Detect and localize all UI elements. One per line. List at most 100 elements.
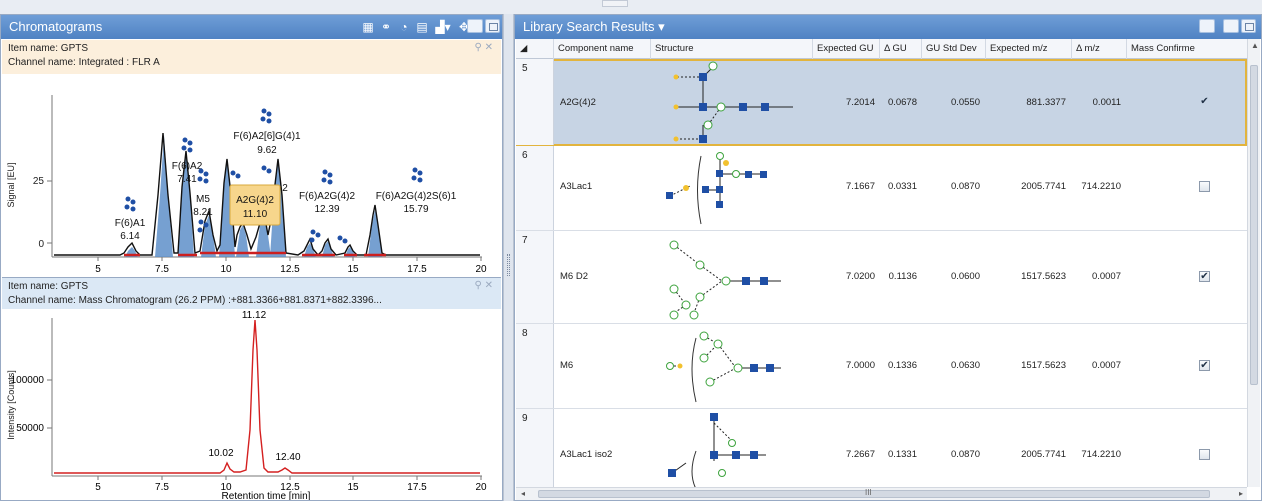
table-row[interactable]: 5 A2G(4)2 7.2014 0.0678 0.0550 881.3377 … [516, 59, 1247, 146]
peak-highlight-box[interactable] [229, 184, 281, 226]
bottom-xticks: 5 7.5 10 12.5 15 17.5 20 [95, 476, 487, 493]
mass-trace [54, 319, 480, 474]
bottom-item-name: Item name: GPTS [8, 281, 89, 292]
expected-gu: 7.0200 [845, 271, 875, 282]
pin-icon[interactable]: ⚲ ✕ [474, 280, 493, 291]
vertical-scroll-thumb[interactable] [1250, 65, 1258, 385]
table-row[interactable]: 9 A3Lac1 iso2 7.2667 0.1331 0.0870 2005.… [516, 409, 1247, 487]
column-header[interactable]: Δ GU [880, 39, 922, 59]
column-header[interactable]: Component name [554, 39, 651, 59]
mass-confirmed-checkbox[interactable] [1199, 181, 1210, 192]
glycan-icon [321, 169, 333, 185]
column-header[interactable]: GU Std Dev [922, 39, 986, 59]
flr-trace-fill [125, 135, 382, 257]
top-peak-annotations: F(6)A1 6.14 F(6)A2 7.41 M5 8.21 F(6)A2[6… [115, 108, 457, 244]
row-number: 8 [516, 324, 554, 408]
library-search-title[interactable]: Library Search Results ▾ [515, 15, 1261, 39]
column-header[interactable]: Expected m/z [986, 39, 1072, 59]
expected-mz: 1517.5623 [1021, 360, 1066, 371]
flr-chromatogram[interactable]: Signal [EU] 25 0 5 7.5 10 12.5 15 17.5 2… [2, 75, 502, 275]
row-number: 5 [516, 59, 554, 145]
mass-confirmed-checkbox[interactable]: ✔ [1199, 360, 1210, 371]
zoom-icon[interactable]: ▦ [362, 20, 374, 34]
delta-mz: 0.0007 [1091, 360, 1121, 371]
bottom-xtick-label: 17.5 [407, 482, 427, 493]
component-name: A2G(4)2 [560, 97, 596, 108]
panel-splitter[interactable] [503, 14, 514, 501]
glycan-icon [309, 229, 348, 244]
column-header[interactable]: Structure [651, 39, 813, 59]
top-ylabel: Signal [EU] [6, 162, 16, 207]
bottom-xtick-label: 12.5 [280, 482, 300, 493]
component-name: A3Lac1 iso2 [560, 449, 613, 460]
table-row[interactable]: 7 M6 D2 7.0200 0.1136 0.0600 1517.5623 0… [516, 231, 1247, 324]
component-name: M6 D2 [560, 271, 588, 282]
library-search-panel: Library Search Results ▾ ◢ Component nam… [514, 14, 1262, 501]
scroll-right-icon[interactable]: ▸ [1238, 489, 1243, 498]
column-header[interactable]: Δ m/z [1072, 39, 1127, 59]
table-icon[interactable]: ▤ [416, 20, 428, 34]
gu-std-dev: 0.0870 [950, 449, 980, 460]
maximize-button[interactable] [485, 19, 500, 33]
mass-confirmed-checkbox[interactable]: ✔ [1200, 96, 1209, 107]
glycan-structure [666, 331, 781, 403]
gu-std-dev: 0.0600 [950, 271, 980, 282]
link-icon[interactable]: ⚭ [380, 20, 392, 34]
horizontal-scroll-thumb[interactable]: III [538, 488, 1210, 498]
scroll-left-icon[interactable]: ◂ [521, 489, 526, 498]
chart-icon[interactable]: ▟▾ [435, 20, 451, 34]
gu-std-dev: 0.0870 [950, 181, 980, 192]
mass-chromatogram[interactable]: Intensity [Counts] 100000 50000 5 7.5 10… [2, 310, 502, 500]
panel-title-text[interactable]: Library Search Results ▾ [523, 19, 665, 34]
delta-gu: 0.1336 [887, 360, 917, 371]
vertical-scrollbar[interactable]: ▲ [1247, 39, 1260, 487]
bottom-xtick-label: 15 [347, 482, 359, 493]
chromatograms-panel: Chromatograms ▦ ⚭ ◔ ▤ ▟▾ ✥ Item name: GP… [0, 14, 503, 501]
expected-mz: 2005.7741 [1021, 181, 1066, 192]
mass-confirmed-checkbox[interactable] [1199, 449, 1210, 460]
peak-label-rt: 6.14 [120, 231, 140, 242]
column-header[interactable]: Mass Confirme [1127, 39, 1250, 59]
top-ytick-zero-label: 0 [38, 239, 44, 250]
top-y-axis-label: Signal [EU] [6, 162, 16, 207]
scroll-up-icon[interactable]: ▲ [1251, 41, 1259, 50]
minimize-button[interactable] [1223, 19, 1239, 33]
glycan-icon [197, 168, 209, 184]
peak-label-rt: 8.21 [193, 207, 213, 218]
mass-confirmed-checkbox[interactable]: ✔ [1199, 271, 1210, 282]
minimize-button[interactable] [467, 19, 483, 33]
glycan-structure [673, 61, 793, 143]
column-header[interactable]: Expected GU [813, 39, 880, 59]
paint-icon[interactable]: ◔ [400, 20, 408, 34]
peak-label-rt: 9.62 [257, 145, 277, 156]
delta-gu: 0.1136 [888, 271, 917, 282]
scroll-grip: III [865, 488, 872, 497]
row-number: 6 [516, 146, 554, 230]
maximize-button[interactable] [1241, 19, 1256, 33]
top-drag-handle[interactable] [602, 0, 628, 7]
pan-icon[interactable]: ✥ [458, 20, 470, 34]
delta-mz: 0.0011 [1092, 97, 1121, 108]
mass-peak-label: 12.40 [275, 452, 300, 463]
glycan-structure [669, 240, 781, 320]
peak-label-name: A2G(4)2 [236, 195, 274, 206]
bottom-ytick-label: 100000 [11, 375, 45, 386]
bottom-ytick-label: 50000 [16, 423, 44, 434]
component-name: A3Lac1 [560, 181, 593, 192]
top-xticks: 5 7.5 10 12.5 15 17.5 20 [95, 257, 487, 275]
gu-std-dev: 0.0630 [950, 360, 980, 371]
peak-label-name: M5 [196, 194, 210, 205]
peak-label-rt: 12.39 [314, 204, 339, 215]
pin-icon[interactable]: ⚲ ✕ [474, 42, 493, 53]
delta-mz: 0.0007 [1091, 271, 1121, 282]
table-row[interactable]: 6 A3Lac1 7.1667 0.0331 0.0870 2005.7741 … [516, 146, 1247, 231]
expected-mz: 2005.7741 [1021, 449, 1066, 460]
horizontal-scrollbar[interactable]: ◂ III ▸ [516, 487, 1247, 500]
corner-cell[interactable]: ◢ [516, 39, 554, 59]
settings-button[interactable] [1199, 19, 1215, 33]
bottom-xtick-label: 7.5 [155, 482, 169, 493]
table-row[interactable]: 8 M6 7.0000 0.1336 0.0630 1517.5623 0.00… [516, 324, 1247, 409]
expected-mz: 1517.5623 [1021, 271, 1066, 282]
expected-gu: 7.0000 [845, 360, 875, 371]
peak-label-rt: 15.79 [403, 204, 428, 215]
